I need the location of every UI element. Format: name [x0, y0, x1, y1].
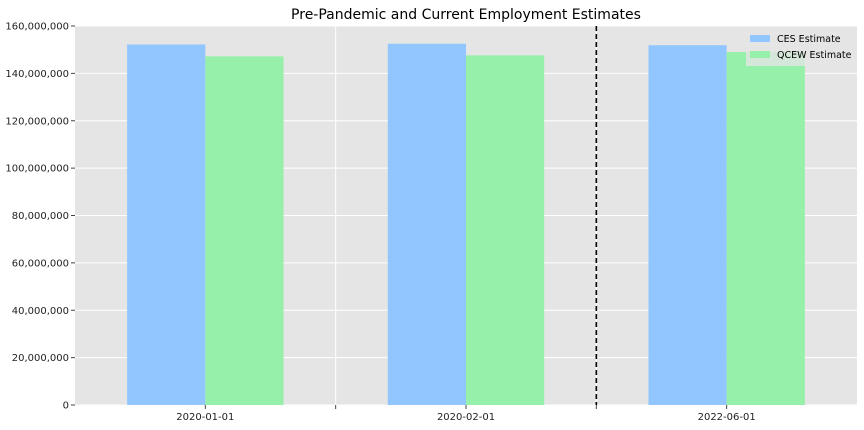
x-tick-label: 2020-02-01 [437, 412, 495, 423]
y-tick-label: 60,000,000 [12, 258, 69, 269]
y-tick-label: 120,000,000 [5, 116, 69, 127]
bar-ces-estimate-2020-01-01 [127, 44, 206, 405]
bar-qcew-estimate-2022-06-01 [726, 52, 805, 406]
bar-ces-estimate-2022-06-01 [648, 45, 727, 405]
y-tick-label: 100,000,000 [5, 164, 69, 175]
x-tick-label: 2022-06-01 [698, 412, 756, 423]
bar-qcew-estimate-2020-02-01 [466, 55, 545, 406]
y-tick-label: 20,000,000 [12, 353, 69, 364]
y-tick-label: 160,000,000 [5, 22, 69, 33]
bar-qcew-estimate-2020-01-01 [205, 56, 284, 405]
legend-swatch [750, 35, 770, 42]
legend-label: QCEW Estimate [777, 50, 852, 61]
legend: CES Estimate QCEW Estimate [746, 30, 852, 66]
y-axis: 0 20,000,000 40,000,000 60,000,000 80,000,00… [5, 22, 75, 412]
x-axis: 2020-01-01 2020-02-01 2022-06-01 [176, 405, 756, 423]
bars [127, 43, 805, 406]
y-tick-label: 40,000,000 [12, 306, 69, 317]
y-tick-label: 140,000,000 [5, 69, 69, 80]
x-tick-label: 2020-01-01 [176, 412, 234, 423]
bar-ces-estimate-2020-02-01 [387, 43, 466, 405]
y-tick-label: 0 [63, 401, 69, 412]
chart-title: Pre-Pandemic and Current Employment Esti… [291, 7, 641, 23]
y-tick-label: 80,000,000 [12, 211, 69, 222]
legend-label: CES Estimate [777, 34, 841, 45]
legend-swatch [750, 51, 770, 58]
